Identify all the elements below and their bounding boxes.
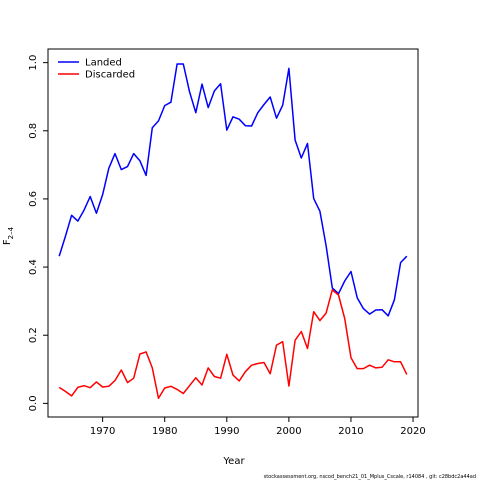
- y-axis: 0.0 0.2 0.4 0.6 0.8 1.0: [28, 55, 48, 411]
- y-tick-label: 0.0: [28, 395, 39, 411]
- y-tick-label: 0.6: [28, 191, 39, 207]
- x-axis-title: Year: [222, 456, 245, 467]
- legend-label-discarded: Discarded: [85, 70, 135, 81]
- y-axis-title-subscript: 2–4: [7, 226, 15, 239]
- x-tick-label: 1970: [90, 426, 115, 437]
- series-line-landed: [58, 63, 408, 317]
- x-tick-label: 2020: [400, 426, 425, 437]
- legend-label-landed: Landed: [85, 58, 122, 69]
- x-tick-label: 1980: [152, 426, 177, 437]
- series-line-discarded: [58, 289, 408, 400]
- y-tick-label: 0.4: [28, 259, 39, 275]
- svg-text:F2–4: F2–4: [2, 226, 15, 245]
- plot-frame: [47, 48, 419, 418]
- footer-text: stockassessment.org, nscod_bench21_01_Mp…: [264, 474, 476, 480]
- x-tick-label: 1990: [214, 426, 239, 437]
- legend: Landed Discarded: [58, 58, 135, 81]
- x-tick-label: 2000: [276, 426, 301, 437]
- y-tick-label: 1.0: [28, 55, 39, 71]
- y-axis-title: F2–4: [2, 226, 15, 245]
- y-tick-label: 0.8: [28, 123, 39, 139]
- series-layer: [58, 63, 408, 400]
- x-tick-label: 2010: [338, 426, 363, 437]
- x-axis: 1970 1980 1990 2000 2010 2020: [90, 417, 426, 437]
- y-tick-label: 0.2: [28, 327, 39, 343]
- y-axis-title-main: F: [2, 239, 13, 245]
